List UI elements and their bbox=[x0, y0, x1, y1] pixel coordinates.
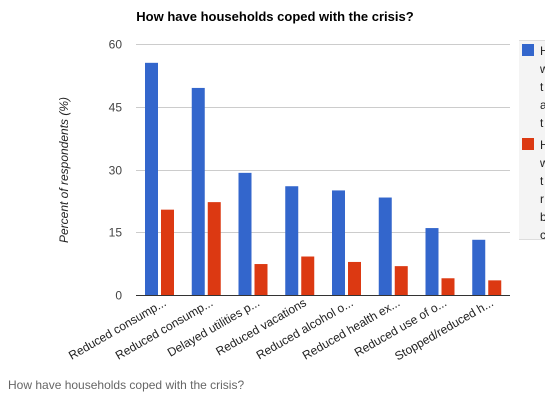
y-tick-label: 30 bbox=[109, 164, 123, 178]
bar-series-1[interactable] bbox=[191, 87, 205, 295]
legend-text-line: r bbox=[540, 192, 544, 206]
legend-text-line: a bbox=[540, 98, 545, 112]
y-tick-label: 60 bbox=[109, 38, 123, 52]
legend-text-line: H bbox=[540, 44, 545, 58]
bar-series-2[interactable] bbox=[348, 261, 361, 295]
chart-caption: How have households coped with the crisi… bbox=[8, 378, 245, 392]
bar-series-1[interactable] bbox=[378, 197, 392, 295]
legend-text-line: t bbox=[540, 80, 544, 94]
bar-series-2[interactable] bbox=[207, 202, 221, 295]
bar-series-2[interactable] bbox=[441, 278, 455, 295]
bar-series-2[interactable] bbox=[301, 256, 315, 295]
bar-series-1[interactable] bbox=[425, 228, 439, 295]
y-tick-label: 0 bbox=[115, 289, 122, 303]
y-tick-label: 15 bbox=[109, 226, 123, 240]
bars bbox=[145, 62, 502, 296]
bar-series-2[interactable] bbox=[254, 264, 268, 295]
legend-swatch-series-1 bbox=[522, 44, 534, 56]
bar-series-2[interactable] bbox=[394, 266, 408, 295]
legend-text-line: H bbox=[540, 138, 545, 152]
bar-series-1[interactable] bbox=[145, 62, 158, 296]
legend-text-line: t bbox=[540, 174, 544, 188]
bar-series-1[interactable] bbox=[285, 186, 299, 295]
y-tick-label: 45 bbox=[109, 101, 123, 115]
x-tick-labels: Reduced consump...Reduced consump...Dela… bbox=[66, 295, 496, 363]
legend-text-line: c bbox=[540, 228, 545, 239]
bar-series-1[interactable] bbox=[472, 239, 486, 295]
y-tick-labels: 0 15 30 45 60 bbox=[109, 38, 123, 303]
legend-text-line: b bbox=[540, 210, 545, 224]
bar-series-1[interactable] bbox=[332, 190, 345, 295]
chart-title: How have households coped with the crisi… bbox=[136, 9, 413, 24]
bar-series-2[interactable] bbox=[161, 209, 174, 295]
y-axis-label: Percent of respondents (%) bbox=[57, 97, 71, 243]
legend-text-line: w bbox=[539, 156, 545, 170]
legend-text-line: t bbox=[540, 116, 544, 130]
bar-series-1[interactable] bbox=[238, 172, 252, 295]
legend-swatch-series-2 bbox=[522, 138, 534, 150]
legend-text-line: w bbox=[539, 62, 545, 76]
bar-series-2[interactable] bbox=[488, 280, 502, 295]
